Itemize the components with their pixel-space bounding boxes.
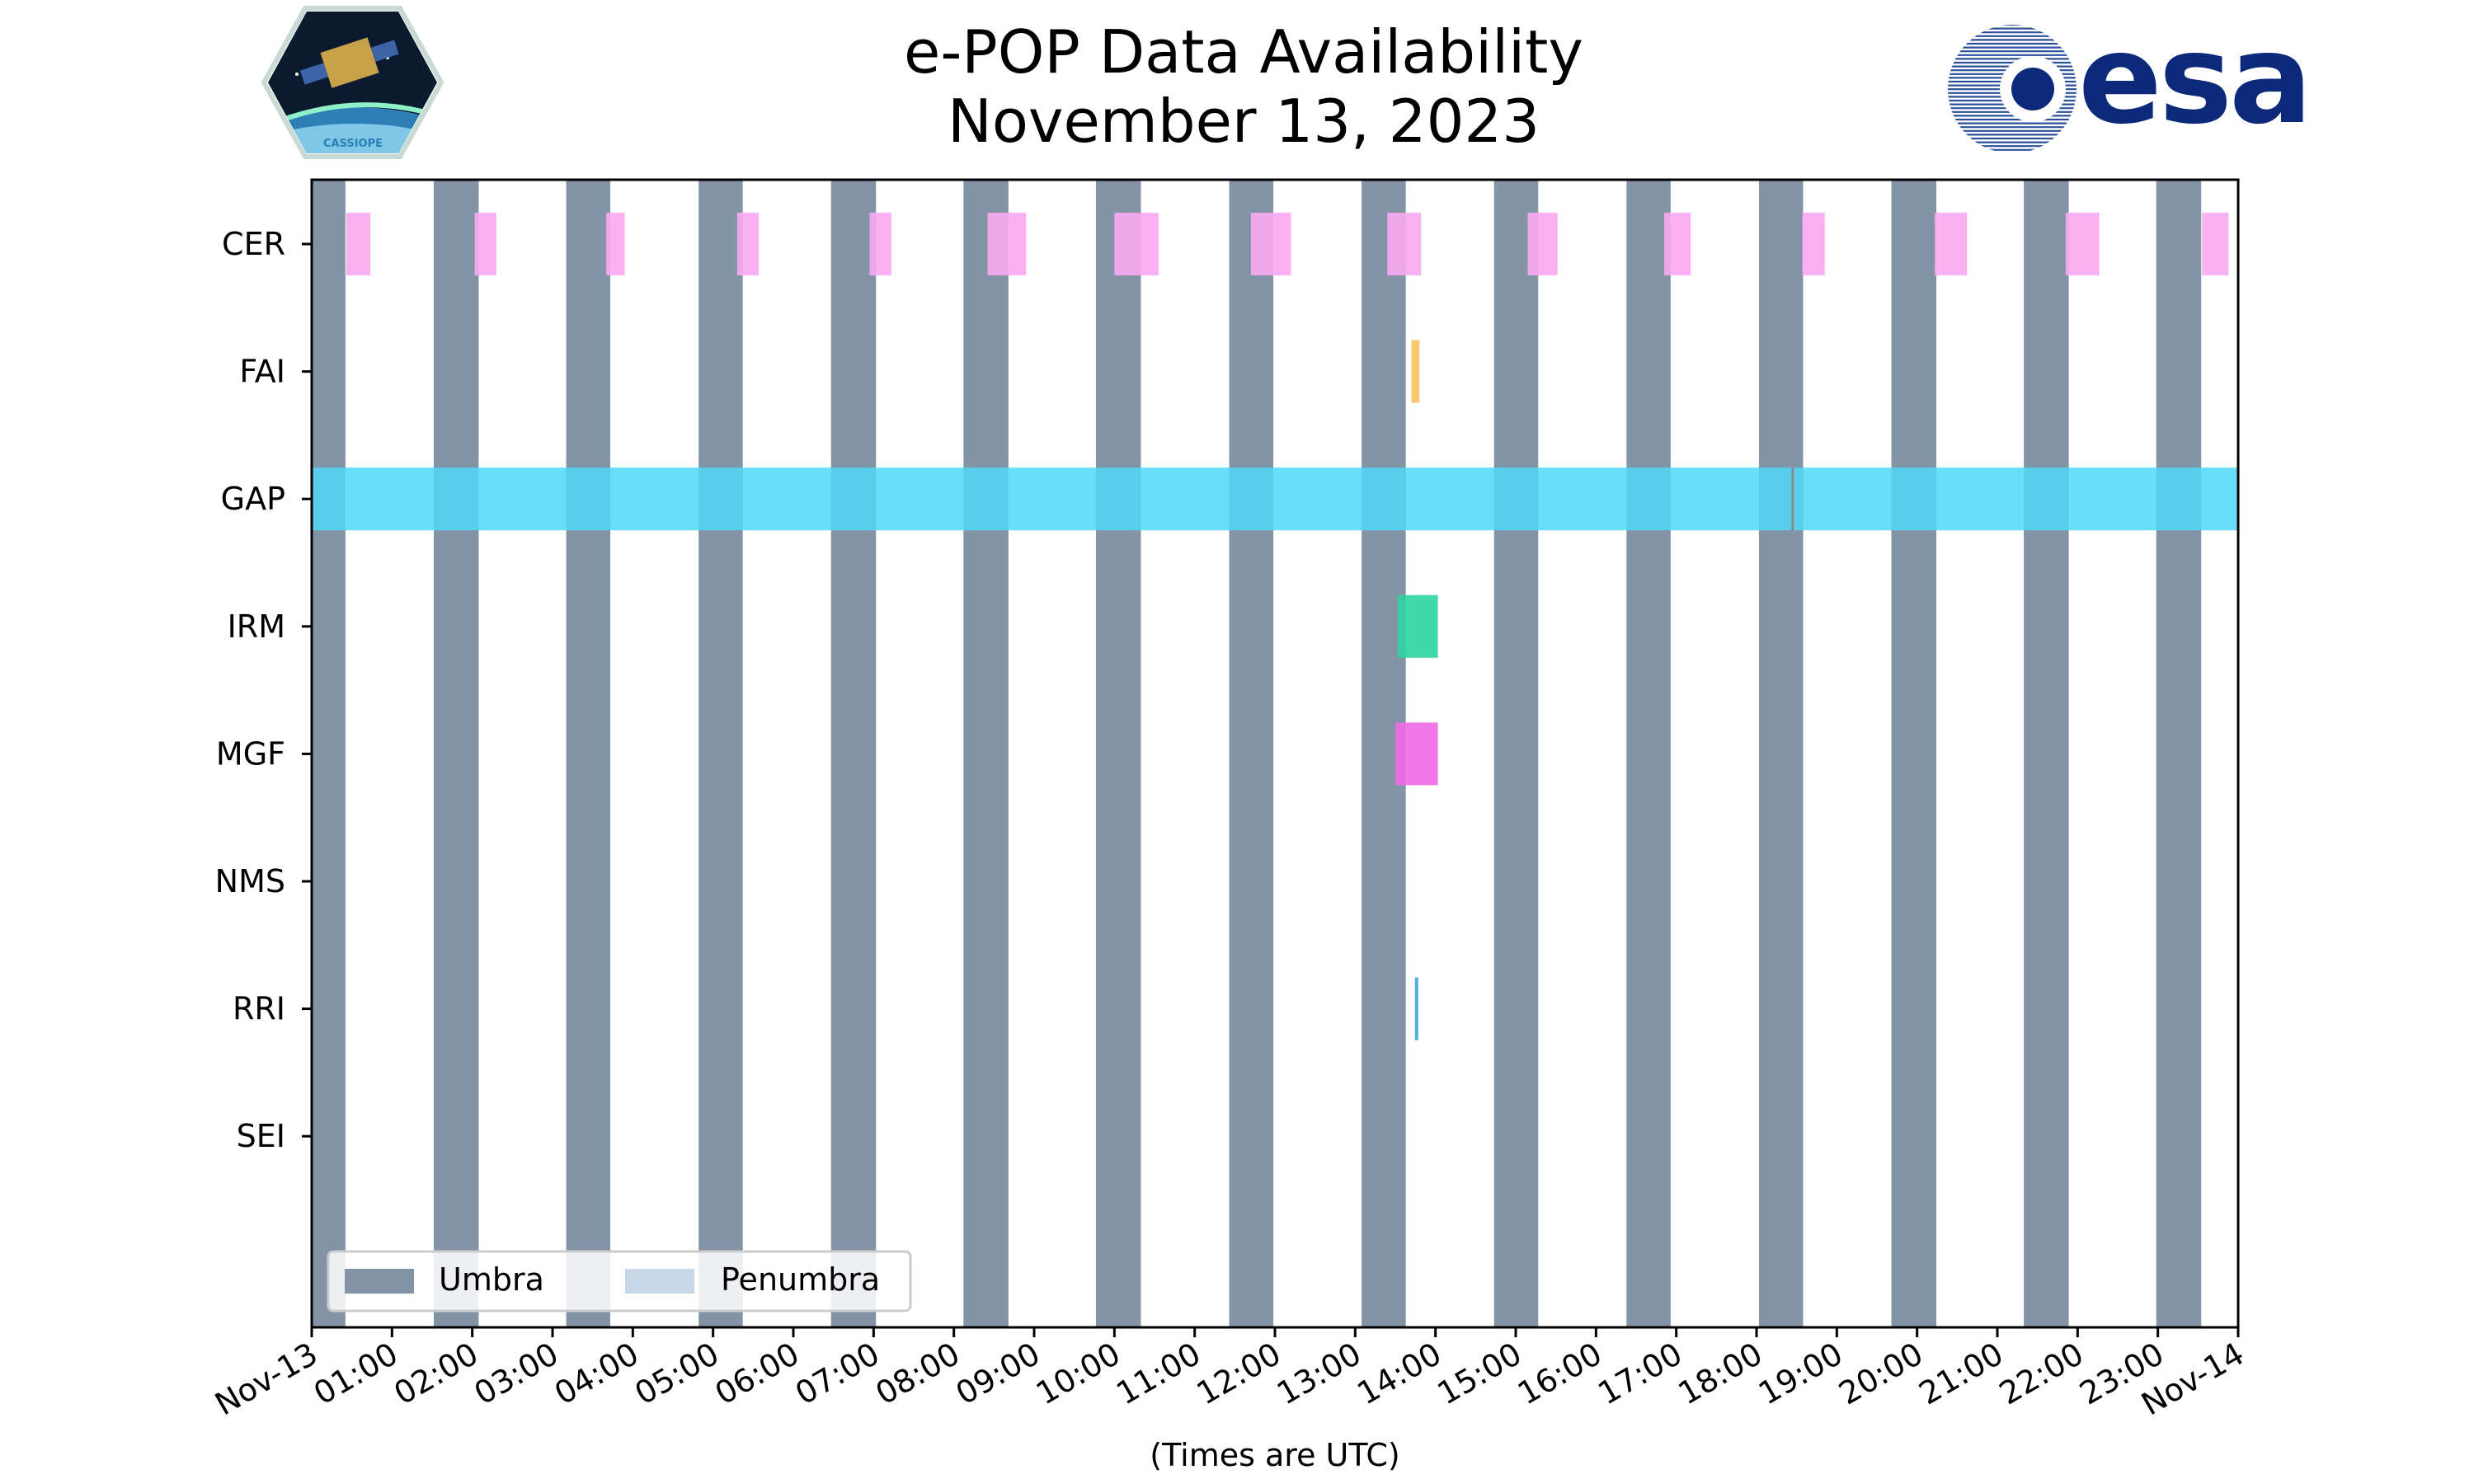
- x-tick-label: 21:00: [1913, 1336, 2010, 1412]
- x-tick-label: 15:00: [1432, 1336, 1528, 1412]
- y-tick-label-nms: NMS: [215, 863, 285, 899]
- x-axis-label: (Times are UTC): [1150, 1437, 1399, 1473]
- data-bar-cer: [2065, 213, 2100, 275]
- legend-umbra-label: Umbra: [439, 1261, 544, 1298]
- umbra-band: [566, 180, 611, 1327]
- umbra-band: [830, 180, 877, 1327]
- data-layer: [312, 213, 2238, 1040]
- data-bar-cer: [1527, 213, 1558, 275]
- data-bar-cer: [1802, 213, 1825, 275]
- x-tick-label: 01:00: [308, 1336, 404, 1412]
- umbra-layer: [312, 180, 2202, 1327]
- x-tick-label: 12:00: [1191, 1336, 1287, 1412]
- data-bar-cer: [1935, 213, 1968, 275]
- x-tick-label: 18:00: [1672, 1336, 1769, 1412]
- y-tick-label-rri: RRI: [233, 991, 285, 1027]
- esa-logo-core: [2011, 68, 2054, 110]
- data-bar-cer: [1250, 213, 1291, 275]
- umbra-band: [2156, 180, 2202, 1327]
- legend: Umbra Penumbra: [327, 1250, 912, 1313]
- x-tick-label: 05:00: [628, 1336, 725, 1412]
- x-tick-label: 09:00: [950, 1336, 1047, 1412]
- data-bar-cer: [346, 213, 371, 275]
- y-tick-label-irm: IRM: [228, 608, 285, 645]
- umbra-band: [1095, 180, 1141, 1327]
- umbra-band: [1493, 180, 1539, 1327]
- umbra-band: [698, 180, 743, 1327]
- x-tick-label: 22:00: [1993, 1336, 2090, 1412]
- y-tick-label-gap: GAP: [221, 481, 285, 517]
- data-bar-cer: [736, 213, 760, 275]
- chart-title: e-POP Data Availability: [904, 17, 1583, 87]
- umbra-band: [1626, 180, 1671, 1327]
- data-bar-cer: [869, 213, 891, 275]
- data-bar-cer: [2202, 213, 2229, 275]
- x-tick-label: 03:00: [468, 1336, 565, 1412]
- x-tick-label: 19:00: [1752, 1336, 1849, 1412]
- data-bar-cer: [606, 213, 625, 275]
- x-tick-label: Nov-13: [209, 1336, 323, 1423]
- legend-box: [327, 1250, 912, 1313]
- x-tick-label: 10:00: [1030, 1336, 1126, 1412]
- x-tick-label: 08:00: [869, 1336, 966, 1412]
- umbra-band: [963, 180, 1009, 1327]
- x-tick-label: 13:00: [1271, 1336, 1367, 1412]
- umbra-band: [1758, 180, 1804, 1327]
- umbra-band: [1229, 180, 1274, 1327]
- data-bar-cer: [987, 213, 1027, 275]
- legend-penumbra-swatch: [625, 1269, 694, 1294]
- umbra-band: [1891, 180, 1937, 1327]
- y-tick-label-sei: SEI: [237, 1118, 285, 1154]
- data-bar-fai: [1411, 340, 1420, 403]
- data-bar-cer: [1387, 213, 1422, 275]
- x-tick-label: 07:00: [789, 1336, 886, 1412]
- esa-logo: esa: [1948, 8, 2312, 152]
- esa-logo-text: esa: [2078, 8, 2309, 152]
- x-tick-label: 20:00: [1832, 1336, 1929, 1412]
- x-tick-label: 14:00: [1351, 1336, 1447, 1412]
- data-bar-cer: [1664, 213, 1691, 275]
- umbra-band: [312, 180, 346, 1327]
- data-bar-cer: [474, 213, 496, 275]
- x-axis: Nov-1301:0002:0003:0004:0005:0006:0007:0…: [209, 1327, 2251, 1423]
- legend-penumbra-label: Penumbra: [721, 1261, 880, 1298]
- x-tick-label: 02:00: [388, 1336, 484, 1412]
- x-tick-label: 17:00: [1592, 1336, 1688, 1412]
- umbra-band: [2024, 180, 2069, 1327]
- data-bar-mgf: [1395, 722, 1438, 786]
- cassiope-logo-text: CASSIOPE: [323, 138, 383, 150]
- x-tick-label: 11:00: [1110, 1336, 1206, 1412]
- legend-umbra-swatch: [345, 1269, 414, 1294]
- data-bar-cer: [1114, 213, 1159, 275]
- x-tick-label: 06:00: [709, 1336, 806, 1412]
- y-axis: CER FAI GAP IRM MGF NMS RRI SEI: [215, 226, 312, 1154]
- data-bar-irm: [1397, 594, 1438, 658]
- y-tick-label-fai: FAI: [239, 354, 285, 390]
- x-tick-label: 04:00: [548, 1336, 645, 1412]
- data-bar-rri: [1414, 977, 1418, 1040]
- y-tick-label-mgf: MGF: [216, 735, 285, 772]
- data-bar-gap: [312, 467, 2238, 531]
- y-tick-label-cer: CER: [222, 226, 285, 262]
- umbra-band: [433, 180, 479, 1327]
- x-tick-label: 16:00: [1512, 1336, 1608, 1412]
- chart-subtitle: November 13, 2023: [948, 87, 1540, 156]
